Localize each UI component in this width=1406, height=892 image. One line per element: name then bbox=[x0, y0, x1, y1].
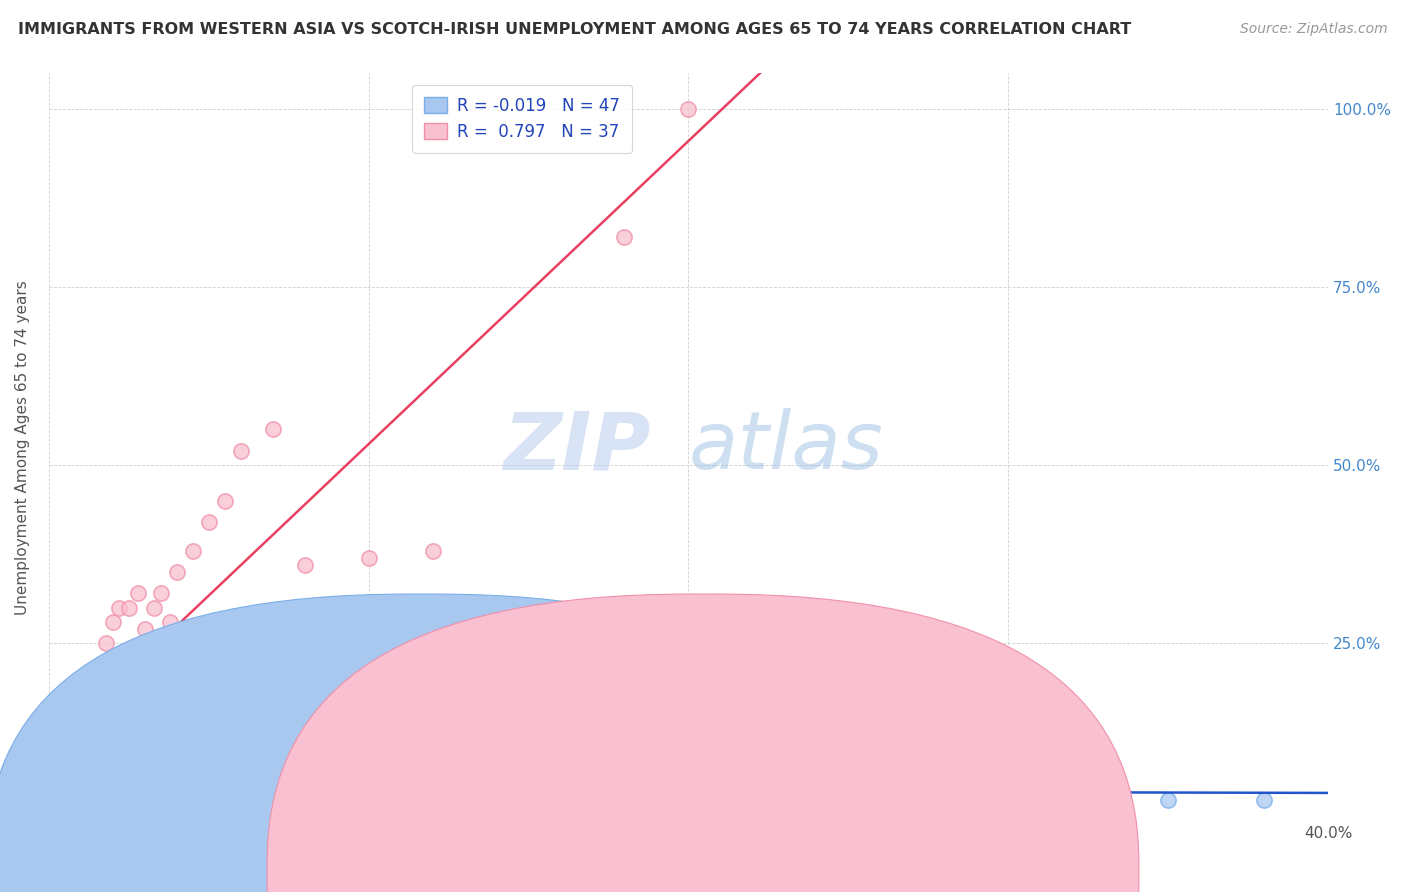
Point bbox=[66, 793, 89, 807]
Point bbox=[53, 793, 76, 807]
Point bbox=[229, 743, 252, 757]
Text: Source: ZipAtlas.com: Source: ZipAtlas.com bbox=[1240, 22, 1388, 37]
Point bbox=[69, 800, 91, 814]
Point bbox=[96, 772, 118, 786]
Point bbox=[166, 565, 188, 579]
Point bbox=[60, 786, 83, 800]
Point bbox=[118, 750, 141, 764]
Point bbox=[134, 622, 156, 636]
Point bbox=[44, 793, 66, 807]
Point bbox=[101, 764, 124, 779]
Legend: R = -0.019   N = 47, R =  0.797   N = 37: R = -0.019 N = 47, R = 0.797 N = 37 bbox=[412, 85, 631, 153]
Point bbox=[197, 515, 219, 529]
Point bbox=[44, 786, 66, 800]
Text: atlas: atlas bbox=[689, 409, 883, 486]
Point bbox=[143, 600, 166, 615]
Point bbox=[86, 786, 108, 800]
Point bbox=[1157, 793, 1180, 807]
Point bbox=[108, 757, 131, 772]
Point bbox=[63, 793, 86, 807]
Text: Immigrants from Western Asia: Immigrants from Western Asia bbox=[404, 865, 637, 880]
Point bbox=[53, 800, 76, 814]
Point bbox=[485, 793, 508, 807]
Point bbox=[159, 615, 181, 629]
Y-axis label: Unemployment Among Ages 65 to 74 years: Unemployment Among Ages 65 to 74 years bbox=[15, 280, 30, 615]
Point bbox=[229, 779, 252, 793]
Point bbox=[127, 586, 149, 600]
Point bbox=[73, 729, 96, 743]
Point bbox=[294, 558, 316, 572]
Point bbox=[46, 800, 69, 814]
Point bbox=[134, 743, 156, 757]
Point bbox=[1253, 793, 1275, 807]
Point bbox=[181, 750, 204, 764]
Point bbox=[73, 793, 96, 807]
Point bbox=[63, 772, 86, 786]
Point bbox=[613, 230, 636, 244]
Text: IMMIGRANTS FROM WESTERN ASIA VS SCOTCH-IRISH UNEMPLOYMENT AMONG AGES 65 TO 74 YE: IMMIGRANTS FROM WESTERN ASIA VS SCOTCH-I… bbox=[18, 22, 1132, 37]
Point bbox=[806, 793, 828, 807]
Point bbox=[118, 600, 141, 615]
Point bbox=[46, 800, 69, 814]
Point bbox=[294, 793, 316, 807]
Point bbox=[357, 550, 380, 565]
Point bbox=[46, 807, 69, 822]
Point bbox=[550, 793, 572, 807]
Point bbox=[127, 757, 149, 772]
Point bbox=[51, 800, 73, 814]
Point bbox=[51, 793, 73, 807]
Point bbox=[153, 757, 176, 772]
Point bbox=[91, 657, 114, 672]
Point bbox=[166, 757, 188, 772]
Point bbox=[181, 543, 204, 558]
Point bbox=[678, 102, 700, 116]
Point bbox=[229, 443, 252, 458]
Point bbox=[86, 672, 108, 686]
Point bbox=[357, 786, 380, 800]
Point bbox=[262, 422, 284, 436]
Point bbox=[89, 772, 111, 786]
Point bbox=[41, 793, 63, 807]
Point bbox=[60, 800, 83, 814]
Point bbox=[44, 807, 66, 822]
Point bbox=[678, 793, 700, 807]
Point bbox=[69, 750, 91, 764]
Point bbox=[422, 793, 444, 807]
Point bbox=[108, 600, 131, 615]
Point bbox=[214, 493, 236, 508]
Point bbox=[143, 750, 166, 764]
Point bbox=[56, 793, 79, 807]
Point bbox=[56, 786, 79, 800]
Point bbox=[1062, 793, 1084, 807]
Point bbox=[63, 800, 86, 814]
Point bbox=[51, 793, 73, 807]
Point bbox=[76, 800, 98, 814]
Text: Scotch-Irish: Scotch-Irish bbox=[714, 865, 804, 880]
Point bbox=[149, 586, 172, 600]
Point bbox=[934, 793, 956, 807]
Point bbox=[66, 757, 89, 772]
Point bbox=[101, 615, 124, 629]
Point bbox=[197, 764, 219, 779]
Point bbox=[79, 700, 101, 714]
Point bbox=[79, 793, 101, 807]
Point bbox=[53, 786, 76, 800]
Point bbox=[60, 772, 83, 786]
Point bbox=[422, 543, 444, 558]
Point bbox=[997, 757, 1019, 772]
Point bbox=[76, 714, 98, 729]
Point bbox=[96, 636, 118, 650]
Point bbox=[41, 800, 63, 814]
Text: ZIP: ZIP bbox=[503, 409, 650, 486]
Point bbox=[83, 686, 105, 700]
Point bbox=[56, 800, 79, 814]
Point bbox=[53, 779, 76, 793]
